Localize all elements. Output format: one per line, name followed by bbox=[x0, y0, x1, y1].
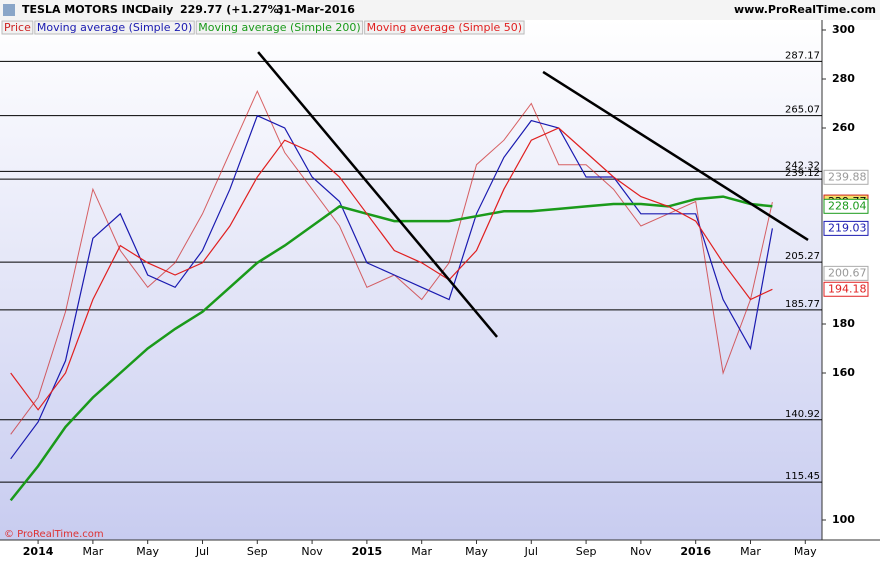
x-tick-label: Mar bbox=[83, 545, 104, 558]
x-tick-label: May bbox=[136, 545, 159, 558]
x-tick-label: Jul bbox=[195, 545, 209, 558]
y-tick-label: 260 bbox=[832, 121, 855, 134]
level-label: 140.92 bbox=[785, 409, 820, 420]
last-value-label: 219.03 bbox=[828, 221, 867, 234]
x-tick-label: Jul bbox=[524, 545, 538, 558]
x-tick-label: Mar bbox=[411, 545, 432, 558]
legend-box bbox=[195, 20, 364, 35]
watermark: © ProRealTime.com bbox=[4, 529, 104, 540]
date: 31-Mar-2016 bbox=[276, 3, 355, 16]
last-value-label: 228.04 bbox=[828, 199, 867, 212]
y-tick-label: 100 bbox=[832, 513, 855, 526]
last-price: 229.77 (+1.27%) bbox=[180, 3, 284, 16]
series-line bbox=[10, 114, 773, 460]
x-tick-label: Sep bbox=[247, 545, 268, 558]
last-value-label: 194.18 bbox=[828, 282, 867, 295]
series-line bbox=[10, 127, 773, 411]
last-value-badge bbox=[823, 281, 869, 297]
y-tick-label: 300 bbox=[832, 23, 855, 36]
legend-label: Price bbox=[4, 21, 31, 34]
x-tick-label: May bbox=[794, 545, 817, 558]
x-tick-label: Nov bbox=[301, 545, 323, 558]
x-tick-label: 2014 bbox=[23, 545, 54, 558]
level-label: 185.77 bbox=[785, 299, 820, 310]
trendline bbox=[542, 70, 809, 242]
marker-box bbox=[823, 265, 869, 281]
marker-label: 239.88 bbox=[828, 170, 867, 183]
level-label: 239.12 bbox=[785, 168, 820, 179]
y-tick-label: 160 bbox=[832, 366, 855, 379]
x-tick-label: 2015 bbox=[352, 545, 383, 558]
x-tick-label: 2016 bbox=[680, 545, 711, 558]
last-value-badge bbox=[823, 220, 869, 236]
trendline bbox=[257, 51, 498, 338]
title: TESLA MOTORS INC. bbox=[22, 3, 147, 16]
legend-label: Moving average (Simple 20) bbox=[37, 21, 192, 34]
level-label: 287.17 bbox=[785, 50, 820, 61]
legend-label: Moving average (Simple 200) bbox=[198, 21, 360, 34]
level-label: 115.45 bbox=[785, 471, 820, 482]
plot-area bbox=[0, 20, 822, 540]
legend-label: Moving average (Simple 50) bbox=[367, 21, 522, 34]
y-tick-label: 180 bbox=[832, 317, 855, 330]
level-label: 265.07 bbox=[785, 105, 820, 116]
marker-box bbox=[823, 169, 869, 185]
x-tick-label: Mar bbox=[740, 545, 761, 558]
source: www.ProRealTime.com bbox=[734, 3, 876, 16]
legend-box bbox=[1, 20, 34, 35]
period: Daily bbox=[142, 3, 173, 16]
x-tick-label: Sep bbox=[576, 545, 597, 558]
legend-box bbox=[364, 20, 525, 35]
x-tick-label: May bbox=[465, 545, 488, 558]
y-tick-label: 280 bbox=[832, 72, 855, 85]
icon bbox=[3, 4, 15, 16]
legend-box bbox=[34, 20, 195, 35]
x-tick-label: Nov bbox=[630, 545, 652, 558]
level-label: 205.27 bbox=[785, 251, 820, 262]
series-line bbox=[9, 195, 773, 502]
marker-label: 200.67 bbox=[828, 266, 867, 279]
last-value-badge bbox=[823, 198, 869, 214]
header-bar bbox=[0, 0, 880, 20]
level-label: 242.32 bbox=[785, 160, 820, 171]
